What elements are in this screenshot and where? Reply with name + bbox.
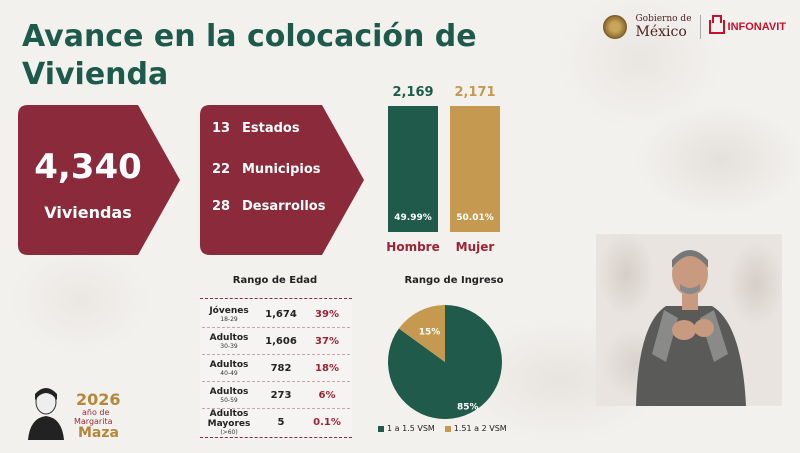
- mexico-seal-icon: [603, 15, 628, 39]
- age-row-separator: [202, 327, 350, 328]
- count-value: 22: [212, 162, 231, 177]
- age-range: 50-59: [220, 396, 238, 404]
- age-count: 273: [270, 389, 292, 401]
- commemorative-line3: Maza: [78, 425, 119, 441]
- count-label: Desarrollos: [242, 199, 326, 214]
- age-label: Adultos: [209, 359, 249, 370]
- bar-label-hombre: Hombre: [386, 240, 440, 254]
- age-range: 40-49: [220, 369, 238, 377]
- bar-pct-mujer: 50.01%: [456, 213, 494, 223]
- age-label: Adultos: [209, 386, 249, 397]
- total-card-shape: [18, 105, 180, 255]
- legend-item-1: 1 a 1.5 VSM: [378, 424, 435, 433]
- commemorative-year: 2026: [76, 390, 121, 409]
- header-logos: Gobierno de México INFONAVIT: [603, 12, 786, 42]
- portrait-icon: [28, 388, 64, 440]
- age-range: 30-39: [220, 342, 238, 350]
- age-range: (>60): [220, 428, 238, 436]
- age-row-separator: [202, 408, 350, 409]
- gobierno-line2: México: [635, 24, 687, 40]
- legend-swatch-icon: [444, 425, 451, 432]
- total-viviendas-label: Viviendas: [44, 203, 132, 222]
- age-label: Adultos: [209, 332, 249, 343]
- commemorative-line1: año de: [82, 408, 110, 417]
- logo-divider: [699, 15, 701, 39]
- age-table-row: Adultos 40-49 782 18%: [200, 356, 352, 380]
- count-label: Estados: [242, 121, 300, 136]
- age-pct: 6%: [318, 389, 336, 401]
- legend-item-2: 1.51 a 2 VSM: [444, 424, 507, 433]
- legend-swatch-icon: [378, 425, 384, 432]
- bar-value-hombre: 2,169: [392, 85, 434, 100]
- total-viviendas-card: 4,340 Viviendas: [18, 105, 180, 255]
- age-table-row: Adultos 30-39 1,606 37%: [200, 329, 352, 353]
- pie-slice-label: 15%: [419, 328, 441, 338]
- pie-slice: [398, 305, 445, 362]
- age-pct: 0.1%: [313, 416, 341, 428]
- bar-mujer: [450, 106, 500, 232]
- age-pct: 39%: [315, 308, 339, 320]
- age-table-row: Jóvenes 18-29 1,674 39%: [200, 302, 352, 326]
- gobierno-logo: Gobierno de México: [635, 14, 691, 40]
- age-count: 1,674: [265, 308, 297, 320]
- age-row-separator: [202, 354, 350, 355]
- bar-pct-hombre: 49.99%: [394, 213, 432, 223]
- count-value: 13: [212, 121, 231, 136]
- age-count: 782: [270, 362, 292, 374]
- counts-card: 13 Estados 22 Municipios 28 Desarrollos: [200, 105, 364, 255]
- age-table-title: Rango de Edad: [232, 275, 318, 286]
- pie-slice-label: 85%: [457, 403, 479, 413]
- infonavit-house-icon: [708, 20, 725, 34]
- age-table: Jóvenes 18-29 1,674 39% Adultos 30-39 1,606 37%…: [200, 298, 352, 438]
- count-label: Municipios: [242, 162, 321, 177]
- age-count: 1,606: [265, 335, 297, 347]
- age-count: 5: [277, 416, 285, 428]
- infonavit-text: INFONAVIT: [727, 21, 786, 33]
- age-label-cell: Adultos 30-39: [200, 333, 258, 350]
- bar-hombre: [388, 106, 438, 232]
- commemorative-logo: 2026 año de Margarita Maza: [20, 384, 130, 444]
- age-table-row: Adultos 50-59 273 6%: [200, 383, 352, 407]
- gobierno-line1: Gobierno de: [635, 14, 692, 24]
- age-label: Jóvenes: [209, 305, 249, 316]
- income-chart-title: Rango de Ingreso: [404, 275, 504, 286]
- bar-label-mujer: Mujer: [455, 240, 495, 254]
- interpreter-person-icon: [636, 250, 746, 406]
- legend-label: 1 a 1.5 VSM: [387, 424, 435, 433]
- age-label-cell: Adultos 50-59: [200, 387, 258, 404]
- bar-value-mujer: 2,171: [454, 85, 496, 100]
- count-value: 28: [212, 199, 231, 214]
- age-row-separator: [202, 381, 350, 382]
- age-label: Adultos Mayores: [207, 408, 251, 429]
- age-pct: 18%: [315, 362, 339, 374]
- income-pie-chart: 85% 15%: [388, 305, 502, 419]
- count-row-estados: 13 Estados: [212, 121, 300, 136]
- age-table-row: Adultos Mayores (>60) 5 0.1%: [200, 409, 352, 436]
- age-label-cell: Jóvenes 18-29: [200, 306, 258, 323]
- count-row-municipios: 22 Municipios: [212, 162, 321, 177]
- age-label-cell: Adultos Mayores (>60): [200, 409, 258, 436]
- age-label-cell: Adultos 40-49: [200, 360, 258, 377]
- interpreter-video: [596, 234, 782, 406]
- age-range: 18-29: [220, 315, 238, 323]
- commemorative-line2: Margarita: [74, 417, 113, 426]
- page-title: Avance en la colocación de Vivienda: [22, 19, 477, 92]
- income-legend: 1 a 1.5 VSM 1.51 a 2 VSM: [378, 424, 507, 433]
- count-row-desarrollos: 28 Desarrollos: [212, 199, 325, 214]
- counts-card-shape: [200, 105, 364, 255]
- age-pct: 37%: [315, 335, 339, 347]
- total-viviendas-value: 4,340: [34, 147, 142, 187]
- infonavit-logo: INFONAVIT: [708, 20, 786, 34]
- legend-label: 1.51 a 2 VSM: [453, 424, 507, 433]
